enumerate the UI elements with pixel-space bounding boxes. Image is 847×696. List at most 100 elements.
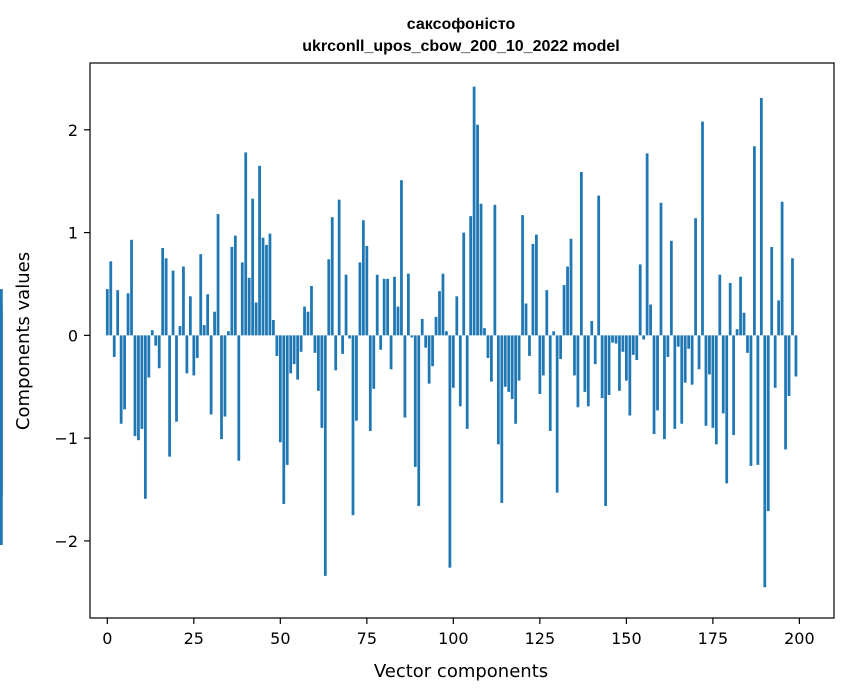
bar: [583, 335, 587, 392]
bar: [292, 335, 296, 365]
bar: [649, 304, 652, 336]
bar: [341, 335, 344, 354]
bar: [417, 335, 421, 506]
bar: [157, 335, 161, 369]
bar: [223, 335, 227, 417]
bar: [109, 261, 113, 336]
bar: [669, 240, 673, 336]
bar: [150, 330, 154, 336]
bar: [490, 335, 493, 382]
bar: [247, 277, 251, 336]
bar: [320, 335, 324, 428]
bar: [528, 335, 531, 356]
bar: [147, 335, 151, 378]
bar: [438, 291, 441, 336]
bar: [254, 302, 258, 336]
bar: [749, 335, 753, 466]
bar: [732, 335, 736, 436]
bar: [445, 331, 448, 336]
y-tick-label: 0: [68, 326, 78, 345]
bar: [683, 335, 687, 383]
bar: [555, 335, 559, 493]
bar: [303, 306, 306, 336]
bar: [514, 335, 518, 424]
bar: [642, 335, 646, 340]
bar: [483, 328, 486, 336]
bar: [784, 335, 787, 450]
y-tick-label: 1: [68, 224, 78, 243]
bar: [687, 335, 691, 349]
bar: [735, 329, 739, 336]
bar: [420, 318, 424, 336]
bar: [434, 316, 438, 336]
bar: [431, 335, 434, 367]
bar: [476, 124, 479, 336]
bar: [718, 274, 722, 336]
bar: [123, 335, 126, 410]
bar: [746, 335, 749, 353]
bar: [780, 201, 784, 336]
bar: [791, 258, 794, 336]
x-tick-label: 75: [357, 629, 377, 648]
x-tick-label: 0: [102, 629, 112, 648]
bar: [403, 335, 407, 418]
bar: [327, 259, 331, 336]
bar: [663, 335, 666, 440]
bar: [358, 262, 362, 336]
bar: [330, 217, 334, 336]
x-tick-label: 50: [270, 629, 290, 648]
bar: [708, 335, 711, 375]
bar: [299, 335, 303, 352]
bar: [611, 335, 614, 343]
bar: [777, 300, 781, 336]
bar: [580, 171, 583, 336]
bar: [469, 216, 473, 336]
bar: [227, 331, 230, 336]
bar: [406, 273, 410, 336]
bar: [282, 335, 286, 504]
bar: [285, 335, 289, 465]
bar: [756, 335, 760, 465]
bar: [590, 320, 594, 336]
bar: [164, 258, 168, 336]
bar: [182, 266, 185, 336]
bar: [666, 335, 670, 357]
bar: [593, 335, 597, 365]
bar: [188, 296, 192, 336]
bar: [244, 152, 248, 336]
bar: [569, 238, 573, 336]
bar: [621, 335, 625, 352]
bar: [535, 234, 538, 336]
bar: [355, 335, 358, 421]
bar: [618, 335, 621, 391]
bar: [237, 335, 241, 461]
bar: [635, 335, 639, 361]
bar: [313, 335, 317, 353]
bar: [714, 335, 718, 445]
bar: [209, 335, 213, 415]
bar: [538, 335, 542, 394]
bar: [258, 165, 261, 336]
bar: [240, 262, 244, 336]
bar: [133, 335, 137, 437]
bar: [496, 335, 500, 445]
bar: [0, 305, 3, 336]
bar: [766, 335, 770, 512]
bar: [694, 218, 697, 336]
bar: [178, 326, 182, 336]
bar: [524, 303, 528, 336]
bar: [368, 335, 372, 431]
bar: [545, 290, 549, 336]
bar: [116, 290, 120, 336]
bar: [701, 121, 704, 336]
bar: [168, 335, 171, 457]
bar: [586, 335, 590, 407]
y-tick-label: 2: [68, 121, 78, 140]
x-tick-label: 200: [784, 629, 815, 648]
bar: [680, 335, 684, 424]
bar: [251, 198, 255, 336]
bar: [348, 335, 351, 339]
bar: [410, 335, 414, 338]
bar: [521, 215, 524, 336]
bar: [676, 335, 680, 347]
